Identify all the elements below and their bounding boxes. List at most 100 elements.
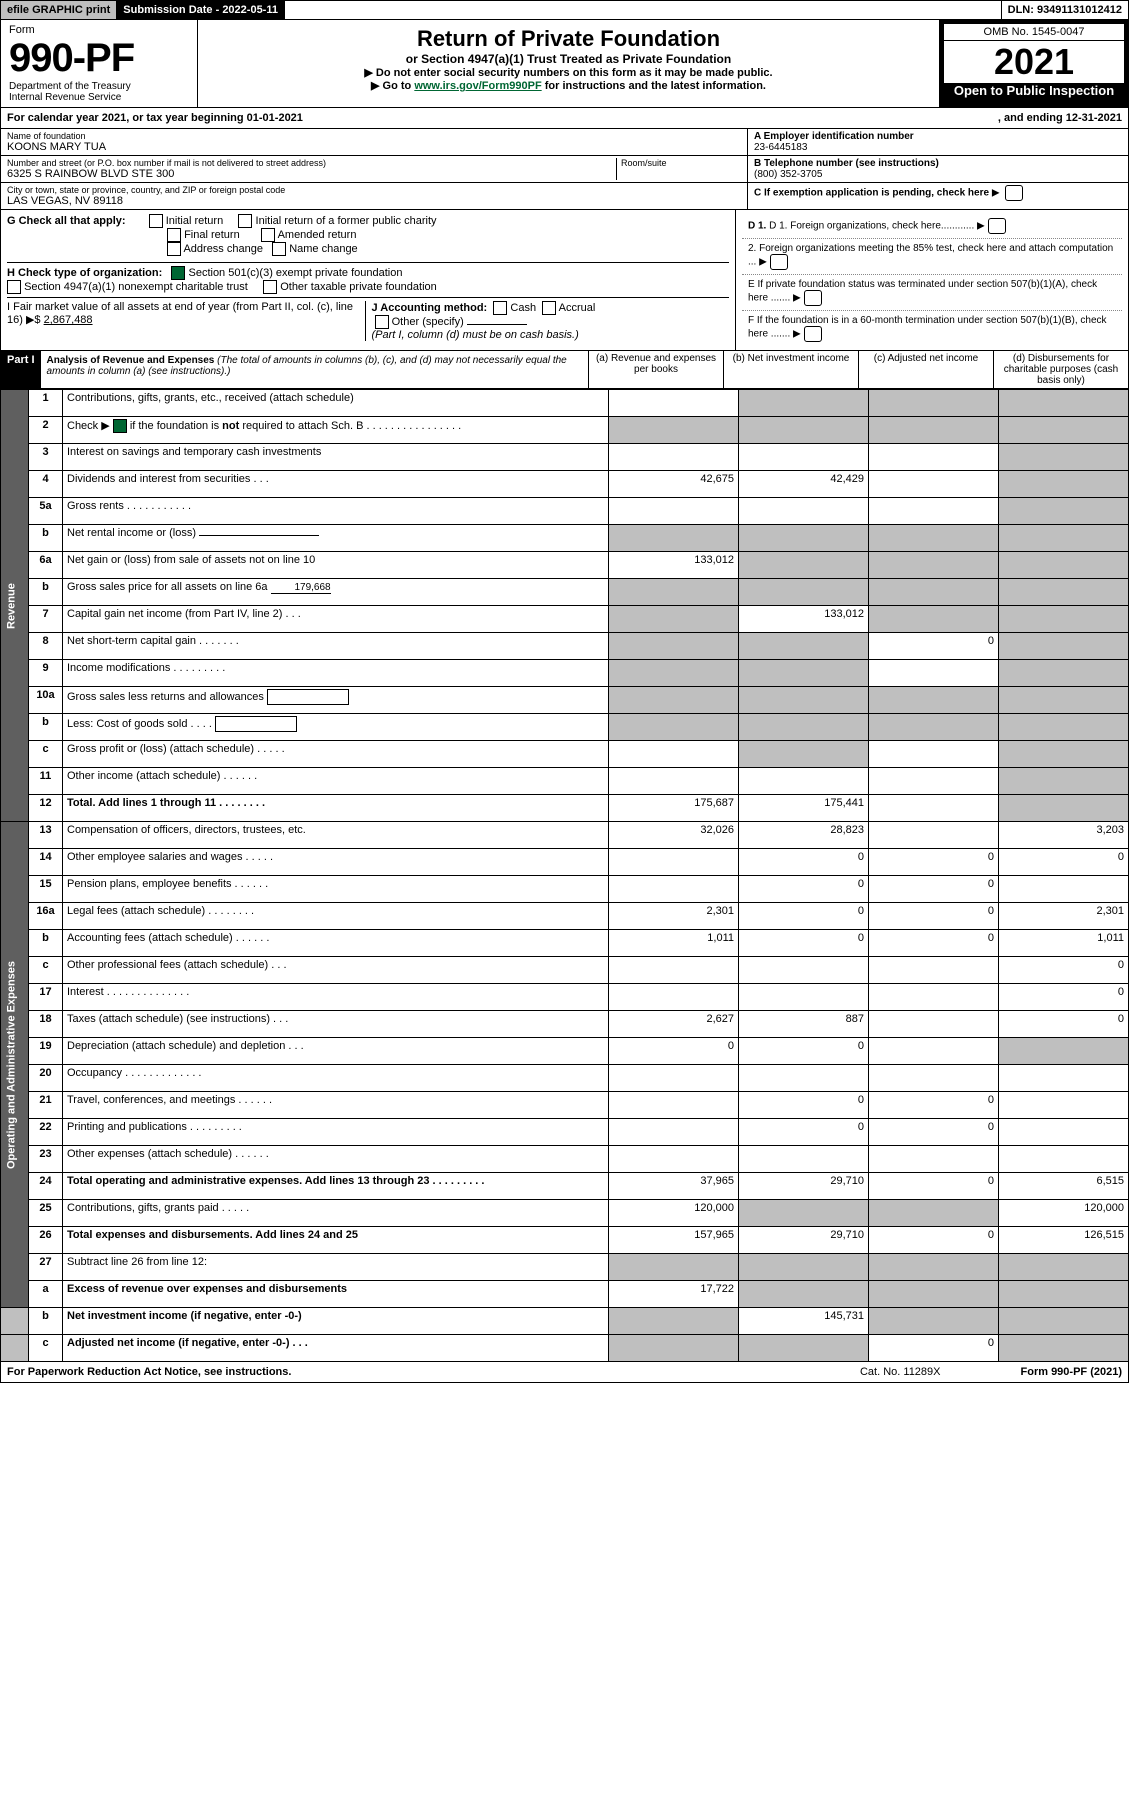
l11: Other income (attach schedule) . . . . .… <box>63 768 609 795</box>
v26d: 126,515 <box>999 1227 1129 1254</box>
g-opt-4: Amended return <box>278 229 357 241</box>
accrual-checkbox[interactable] <box>542 301 556 315</box>
address-change-checkbox[interactable] <box>167 242 181 256</box>
calendar-begin: For calendar year 2021, or tax year begi… <box>7 112 303 124</box>
expenses-label: Operating and Administrative Expenses <box>1 822 29 1308</box>
l12: Total. Add lines 1 through 11 . . . . . … <box>67 797 265 809</box>
instr-2: ▶ Go to www.irs.gov/Form990PF for instru… <box>206 79 931 92</box>
g-opt-1: Final return <box>184 229 240 241</box>
instructions-link[interactable]: www.irs.gov/Form990PF <box>414 80 541 92</box>
part1-row: Part I Analysis of Revenue and Expenses … <box>0 351 1129 389</box>
v18b: 887 <box>739 1011 869 1038</box>
g-opt-2: Address change <box>183 243 263 255</box>
v12a: 175,687 <box>609 795 739 822</box>
form-subtitle: or Section 4947(a)(1) Trust Treated as P… <box>206 52 931 66</box>
l4: Dividends and interest from securities .… <box>63 471 609 498</box>
arrow-icon: ▶ <box>977 221 985 232</box>
h1: Section 501(c)(3) exempt private foundat… <box>188 267 402 279</box>
v16aa: 2,301 <box>609 903 739 930</box>
phone-val: (800) 352-3705 <box>754 169 1122 180</box>
schb-checkbox[interactable] <box>113 419 127 433</box>
l27a: Excess of revenue over expenses and disb… <box>67 1283 347 1295</box>
v24d: 6,515 <box>999 1173 1129 1200</box>
e-checkbox[interactable] <box>804 290 822 306</box>
j-row: J Accounting method: Cash Accrual Other … <box>366 301 730 341</box>
v27b: 145,731 <box>739 1308 869 1335</box>
v24b: 29,710 <box>739 1173 869 1200</box>
d2-checkbox[interactable] <box>770 254 788 270</box>
form-number: 990-PF <box>9 36 189 81</box>
other-method-checkbox[interactable] <box>375 315 389 329</box>
v16bb: 0 <box>739 930 869 957</box>
j-cash: Cash <box>510 302 536 314</box>
v19a: 0 <box>609 1038 739 1065</box>
v19b: 0 <box>739 1038 869 1065</box>
former-charity-checkbox[interactable] <box>238 214 252 228</box>
calendar-row: For calendar year 2021, or tax year begi… <box>0 108 1129 129</box>
f-checkbox[interactable] <box>804 326 822 342</box>
l10a: Gross sales less returns and allowances <box>63 687 609 714</box>
l25: Contributions, gifts, grants paid . . . … <box>63 1200 609 1227</box>
l6b: Gross sales price for all assets on line… <box>63 579 609 606</box>
omb: OMB No. 1545-0047 <box>944 24 1124 41</box>
c-checkbox[interactable] <box>1005 185 1023 201</box>
v24a: 37,965 <box>609 1173 739 1200</box>
v7b: 133,012 <box>739 606 869 633</box>
v26c: 0 <box>869 1227 999 1254</box>
v14c: 0 <box>869 849 999 876</box>
v18a: 2,627 <box>609 1011 739 1038</box>
4947-checkbox[interactable] <box>7 280 21 294</box>
submission-date: Submission Date - 2022-05-11 <box>117 1 285 19</box>
l7: Capital gain net income (from Part IV, l… <box>63 606 609 633</box>
l22: Printing and publications . . . . . . . … <box>63 1119 609 1146</box>
col-b: (b) Net investment income <box>723 351 858 388</box>
city-val: LAS VEGAS, NV 89118 <box>7 195 741 207</box>
form-label: Form <box>9 24 189 36</box>
v24c: 0 <box>869 1173 999 1200</box>
final-return-checkbox[interactable] <box>167 228 181 242</box>
e-row: E If private foundation status was termi… <box>742 275 1122 311</box>
i-val: 2,867,488 <box>44 314 93 326</box>
form-ref: Form 990-PF (2021) <box>1021 1366 1123 1378</box>
arrow-icon: ▶ <box>793 293 801 304</box>
l16b: Accounting fees (attach schedule) . . . … <box>63 930 609 957</box>
phone-row: B Telephone number (see instructions) (8… <box>748 156 1128 183</box>
h3: Other taxable private foundation <box>280 281 437 293</box>
d1-checkbox[interactable] <box>988 218 1006 234</box>
v22b: 0 <box>739 1119 869 1146</box>
header-block: Form 990-PF Department of the Treasury I… <box>0 20 1129 108</box>
j-note: (Part I, column (d) must be on cash basi… <box>372 329 579 341</box>
l1: Contributions, gifts, grants, etc., rece… <box>63 390 609 417</box>
v13a: 32,026 <box>609 822 739 849</box>
h2: Section 4947(a)(1) nonexempt charitable … <box>24 281 248 293</box>
instr2-pre: ▶ Go to <box>371 80 414 92</box>
v16ad: 2,301 <box>999 903 1129 930</box>
instr2-post: for instructions and the latest informat… <box>542 80 766 92</box>
501c3-checkbox[interactable] <box>171 266 185 280</box>
l26: Total expenses and disbursements. Add li… <box>67 1229 358 1241</box>
v16ba: 1,011 <box>609 930 739 957</box>
cash-checkbox[interactable] <box>493 301 507 315</box>
l21: Travel, conferences, and meetings . . . … <box>63 1092 609 1119</box>
v12b: 175,441 <box>739 795 869 822</box>
v4a: 42,675 <box>609 471 739 498</box>
l9: Income modifications . . . . . . . . . <box>63 660 609 687</box>
amended-return-checkbox[interactable] <box>261 228 275 242</box>
other-taxable-checkbox[interactable] <box>263 280 277 294</box>
d2: 2. Foreign organizations meeting the 85%… <box>748 243 1113 268</box>
city-row: City or town, state or province, country… <box>1 183 747 209</box>
j-other: Other (specify) <box>392 316 464 328</box>
v13d: 3,203 <box>999 822 1129 849</box>
efile-label: efile GRAPHIC print <box>1 1 117 19</box>
l10b: Less: Cost of goods sold . . . . <box>63 714 609 741</box>
form-right: OMB No. 1545-0047 2021 Open to Public In… <box>940 20 1128 107</box>
dln: DLN: 93491131012412 <box>1001 1 1128 19</box>
phone-label: B Telephone number (see instructions) <box>754 158 1122 169</box>
initial-return-checkbox[interactable] <box>149 214 163 228</box>
v6a: 133,012 <box>609 552 739 579</box>
v18d: 0 <box>999 1011 1129 1038</box>
v8c: 0 <box>869 633 999 660</box>
l10c: Gross profit or (loss) (attach schedule)… <box>63 741 609 768</box>
name-change-checkbox[interactable] <box>272 242 286 256</box>
v16bc: 0 <box>869 930 999 957</box>
